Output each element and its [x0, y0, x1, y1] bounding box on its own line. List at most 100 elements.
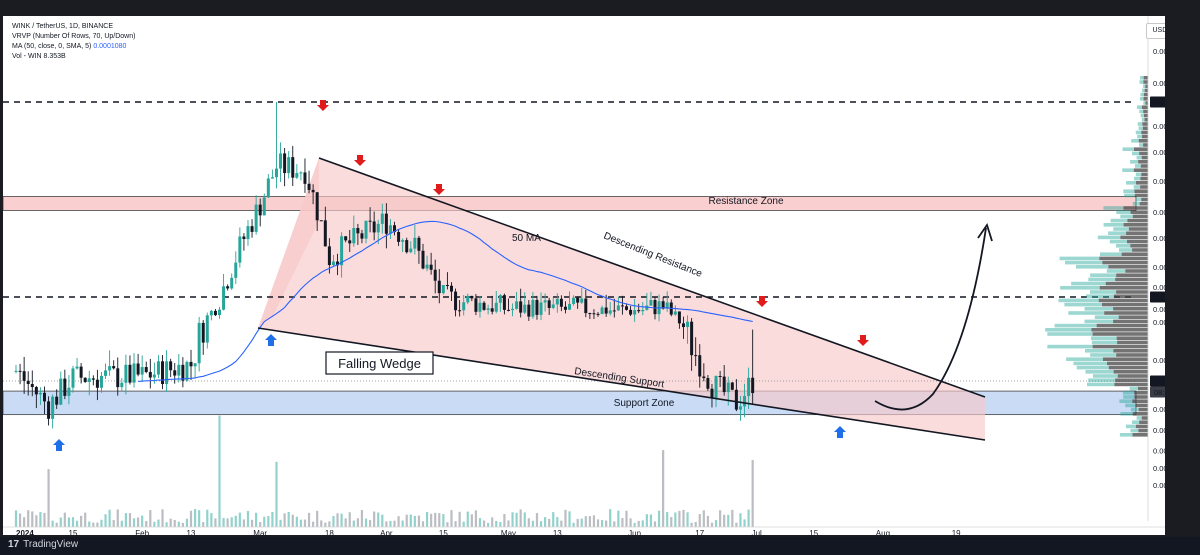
candle-body	[91, 378, 95, 380]
volume-profile-bar	[1130, 160, 1139, 164]
volume-bar	[719, 510, 722, 527]
volume-profile-bar	[1136, 155, 1142, 160]
candle-body	[327, 246, 331, 265]
volume-profile-bar	[1141, 416, 1148, 420]
chart-panel[interactable]: Resistance Zone Support Zone 50 MA Descendi…	[3, 16, 1165, 535]
vrvp-indicator-label[interactable]: VRVP (Number Of Rows, 70, Up/Down)	[12, 33, 136, 40]
volume-bar	[596, 519, 600, 527]
volume-bar	[132, 518, 136, 527]
volume-bar	[259, 522, 262, 527]
currency-button[interactable]: USDT	[1146, 23, 1165, 39]
volume-bar	[377, 512, 380, 527]
up-arrow-icon	[53, 439, 65, 451]
candle-body	[743, 396, 747, 407]
candle-body	[600, 307, 604, 315]
volume-profile-bar	[1143, 143, 1148, 147]
volume-profile-bar	[1138, 407, 1148, 412]
ma-indicator-label[interactable]: MA (50, close, 0, SMA, 5) 0.0001080	[12, 43, 126, 50]
candle-body	[734, 389, 738, 410]
volume-indicator-label[interactable]: Vol - WIN 8.353B	[12, 53, 66, 60]
candle-body	[474, 298, 478, 312]
volume-bar	[381, 514, 384, 527]
volume-profile-bar	[1143, 80, 1148, 84]
volume-profile-bar	[1134, 391, 1148, 395]
candle-body	[140, 367, 144, 375]
volume-bar	[210, 513, 213, 527]
candle-body	[287, 157, 291, 174]
ma-indicator-params: MA (50, close, 0, SMA, 5)	[12, 43, 92, 50]
ma-50-line	[138, 220, 753, 383]
volume-bar	[96, 522, 99, 527]
volume-profile-bar	[1127, 239, 1148, 244]
price-tick-label: 0.0000720	[1153, 447, 1165, 456]
volume-bar	[580, 518, 583, 527]
volume-bar	[466, 511, 469, 527]
volume-bar	[629, 518, 632, 527]
candle-body	[515, 301, 519, 309]
volume-bar	[206, 509, 209, 527]
volume-bar	[312, 521, 315, 527]
volume-bar	[714, 520, 718, 527]
volume-bar	[544, 517, 547, 527]
price-tick-label: 0.0002300	[1153, 122, 1165, 131]
candle-body	[315, 192, 319, 221]
volume-bar	[88, 521, 91, 527]
candle-body	[380, 213, 384, 224]
tradingview-logo[interactable]: 17 TradingView	[8, 539, 78, 550]
candle-body	[661, 301, 665, 309]
volume-bar	[169, 518, 172, 527]
volume-profile-bar	[1140, 113, 1144, 118]
volume-bar	[686, 512, 689, 527]
candle-body	[112, 366, 116, 369]
volume-bar	[613, 521, 616, 527]
volume-profile-bar	[1109, 239, 1128, 244]
volume-profile-bar	[1113, 319, 1148, 324]
candle-body	[132, 363, 136, 383]
candle-body	[730, 382, 734, 390]
volume-profile-bar	[1130, 244, 1148, 248]
volume-profile-bar	[1116, 336, 1148, 340]
candle-body	[205, 315, 209, 343]
volume-bar	[487, 522, 490, 527]
down-arrow-icon	[433, 184, 445, 195]
volume-bar	[442, 514, 445, 527]
candle-body	[79, 366, 83, 378]
volume-profile-bar	[1090, 353, 1117, 357]
candle-body	[152, 374, 156, 378]
volume-bar	[641, 520, 644, 527]
time-tick-label: Aug	[876, 529, 890, 535]
price-marker-label: 0.0000928	[1154, 377, 1165, 386]
candle-body	[702, 376, 706, 379]
volume-profile-bar	[1108, 265, 1148, 269]
volume-bar	[104, 514, 107, 527]
volume-profile-bar	[1136, 105, 1142, 109]
candle-body	[690, 321, 694, 356]
volume-bar	[482, 520, 486, 527]
price-tick-label: 0.0001100	[1153, 318, 1165, 327]
volume-profile-bar	[1135, 424, 1148, 429]
volume-indicator-value: 8.353B	[43, 53, 66, 60]
time-tick-label: Apr	[380, 529, 393, 535]
volume-bar	[446, 522, 449, 527]
candle-body	[148, 372, 152, 378]
volume-profile-bar	[1141, 105, 1148, 109]
volume-profile-bar	[1140, 164, 1148, 168]
volume-profile-bar	[1113, 294, 1148, 298]
candle-body	[576, 297, 580, 303]
candle-body	[116, 368, 120, 388]
candle-body	[511, 308, 515, 311]
price-marker-tag	[1150, 291, 1165, 303]
candle-body	[449, 285, 453, 292]
volume-bar	[141, 515, 144, 527]
candle-body	[681, 323, 685, 328]
candle-body	[429, 264, 433, 270]
volume-profile-bar	[1097, 235, 1121, 240]
volume-profile-bar	[1131, 420, 1140, 424]
volume-profile-bar	[1098, 298, 1148, 303]
volume-bar	[670, 517, 673, 527]
volume-profile-bar	[1088, 277, 1116, 282]
candle-body	[539, 302, 543, 315]
volume-bar	[694, 521, 697, 527]
candle-body	[209, 310, 213, 316]
